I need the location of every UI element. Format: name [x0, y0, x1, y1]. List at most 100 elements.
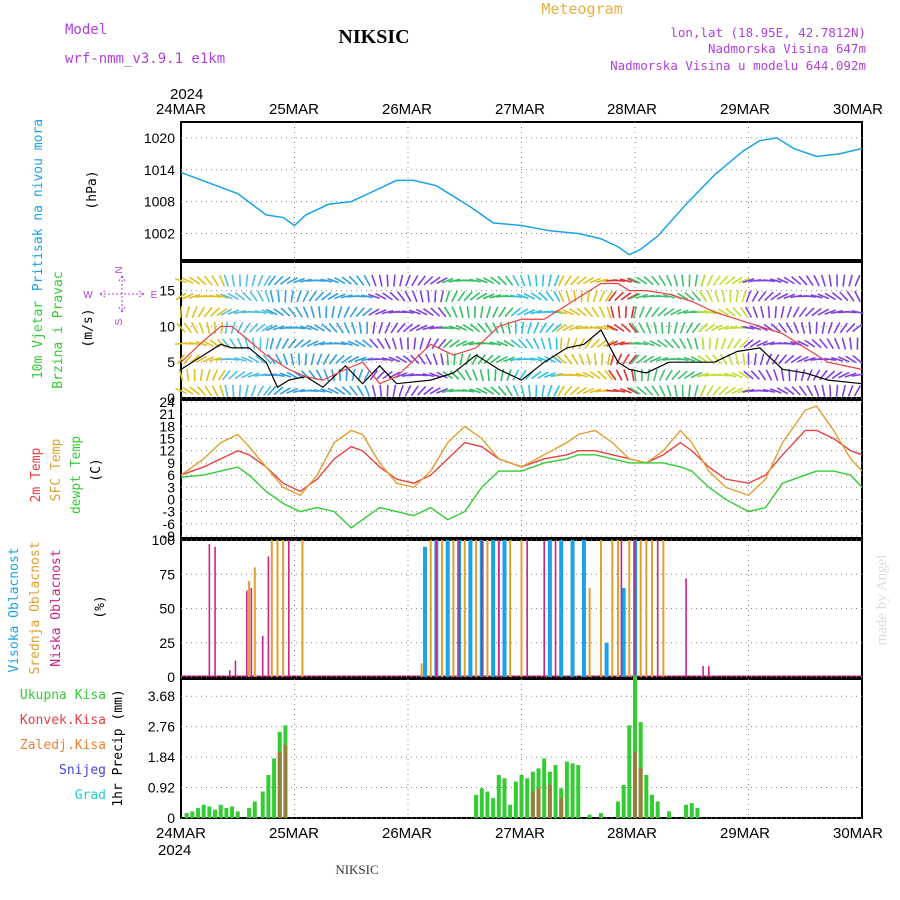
wind-arrow	[277, 290, 280, 303]
wind-arrow	[783, 293, 796, 300]
wind-arrow	[466, 306, 470, 319]
precip-bar	[474, 794, 479, 818]
wind-arrow	[211, 385, 219, 397]
wind-arrow	[440, 290, 445, 303]
wind-arrow	[601, 353, 604, 366]
wind-arrow	[492, 322, 499, 334]
wind-arrow	[598, 290, 606, 303]
wind-arrow	[578, 337, 586, 350]
wind-arrow	[422, 325, 435, 331]
wind-arrow	[570, 275, 580, 286]
wind-arrow	[441, 326, 454, 330]
wind-arrow	[691, 291, 701, 302]
x-axis-top: 24MAR 25MAR 26MAR 27MAR 28MAR 29MAR 30MA…	[156, 101, 883, 118]
y-tick-label: -6	[163, 516, 176, 532]
cloud-bar	[707, 666, 710, 677]
wind-arrow	[468, 341, 482, 346]
wind-arrow	[685, 322, 694, 334]
wind-arrow	[477, 354, 487, 365]
wind-arrow	[852, 323, 863, 333]
wind-arrow	[851, 373, 864, 377]
wind-arrow	[462, 323, 474, 332]
wind-arrow	[422, 373, 435, 378]
wind-arrow	[835, 384, 839, 397]
wind-arrow	[313, 388, 326, 393]
wind-arrow	[198, 321, 205, 334]
wind-arrow	[527, 384, 531, 397]
wind-arrow	[424, 353, 432, 366]
wind-arrow	[635, 293, 648, 299]
wind-arrow	[803, 294, 816, 298]
wind-arrow	[726, 337, 734, 350]
credit-text: made by Angel	[874, 555, 890, 646]
wind-arrow	[476, 292, 488, 301]
x-tick-label: 25MAR	[269, 101, 319, 118]
wind-arrow	[793, 321, 800, 334]
wind-arrow	[183, 322, 193, 334]
wind-arrow	[806, 369, 813, 381]
wind-arrow	[345, 369, 348, 382]
wind-arrow	[582, 387, 595, 395]
pressure-line	[180, 137, 863, 256]
wind-arrow	[604, 369, 614, 381]
wind-arrow	[824, 309, 837, 315]
precip-bar	[587, 814, 592, 818]
wind-arrow	[191, 322, 199, 334]
wind-arrow	[712, 275, 721, 287]
wind-arrow	[742, 278, 755, 284]
model-label: Model	[65, 22, 107, 38]
wind-arrow	[598, 306, 606, 318]
wind-arrow	[427, 290, 430, 303]
wind-arrow	[560, 337, 563, 350]
cloud-bar	[452, 540, 455, 677]
wind-arrow	[462, 279, 475, 282]
cloud-bar	[526, 540, 528, 677]
wind-arrow	[651, 306, 660, 318]
wind-arrow	[234, 292, 246, 301]
cloud-label-3: Niska Oblacnost	[49, 549, 64, 666]
wind-arrow	[659, 369, 666, 381]
wind-arrow	[623, 369, 629, 382]
wind-arrow	[831, 291, 843, 301]
precip-bar	[655, 801, 660, 818]
wind-arrow	[752, 306, 759, 318]
wind-arrow	[792, 306, 800, 318]
wind-arrow	[717, 373, 730, 377]
wind-arrow	[415, 324, 428, 332]
wind-arrow	[742, 353, 746, 366]
cloud-bar	[486, 540, 489, 677]
wind-arrow	[617, 306, 621, 319]
wind-arrow	[523, 308, 536, 316]
wind-arrow	[369, 369, 379, 381]
wind-arrow	[613, 341, 626, 347]
precip-bar	[213, 809, 218, 818]
x-tick-label: 28MAR	[607, 101, 657, 118]
wind-arrow	[296, 290, 302, 303]
x-tick-label: 24MAR	[156, 825, 206, 842]
wind-arrow	[842, 274, 846, 287]
wind-arrow	[335, 322, 344, 334]
wind-arrow	[220, 293, 233, 300]
wind-arrow	[497, 385, 507, 396]
wind-arrow	[340, 341, 353, 346]
cloud-bar	[616, 540, 619, 677]
wind-arrow	[188, 341, 201, 346]
wind-arrow	[308, 291, 317, 302]
wind-arrow	[204, 385, 213, 397]
wind-arrow	[706, 290, 714, 303]
wind-arrow	[684, 291, 695, 301]
wind-arrow	[327, 292, 339, 301]
wind-arrow	[475, 277, 488, 284]
precip-bar	[553, 765, 558, 818]
precip-bar	[502, 778, 507, 818]
wind-arrow	[469, 388, 481, 394]
wind-arrow	[661, 321, 664, 334]
wind-arrow	[543, 372, 556, 379]
wind-arrow	[362, 339, 373, 349]
wind-arrow	[683, 356, 696, 362]
wind-arrow	[457, 369, 466, 381]
wind-arrow	[653, 321, 658, 334]
wind-arrow	[584, 338, 593, 349]
precip-bar	[485, 791, 490, 818]
wind-arrow	[643, 276, 654, 286]
